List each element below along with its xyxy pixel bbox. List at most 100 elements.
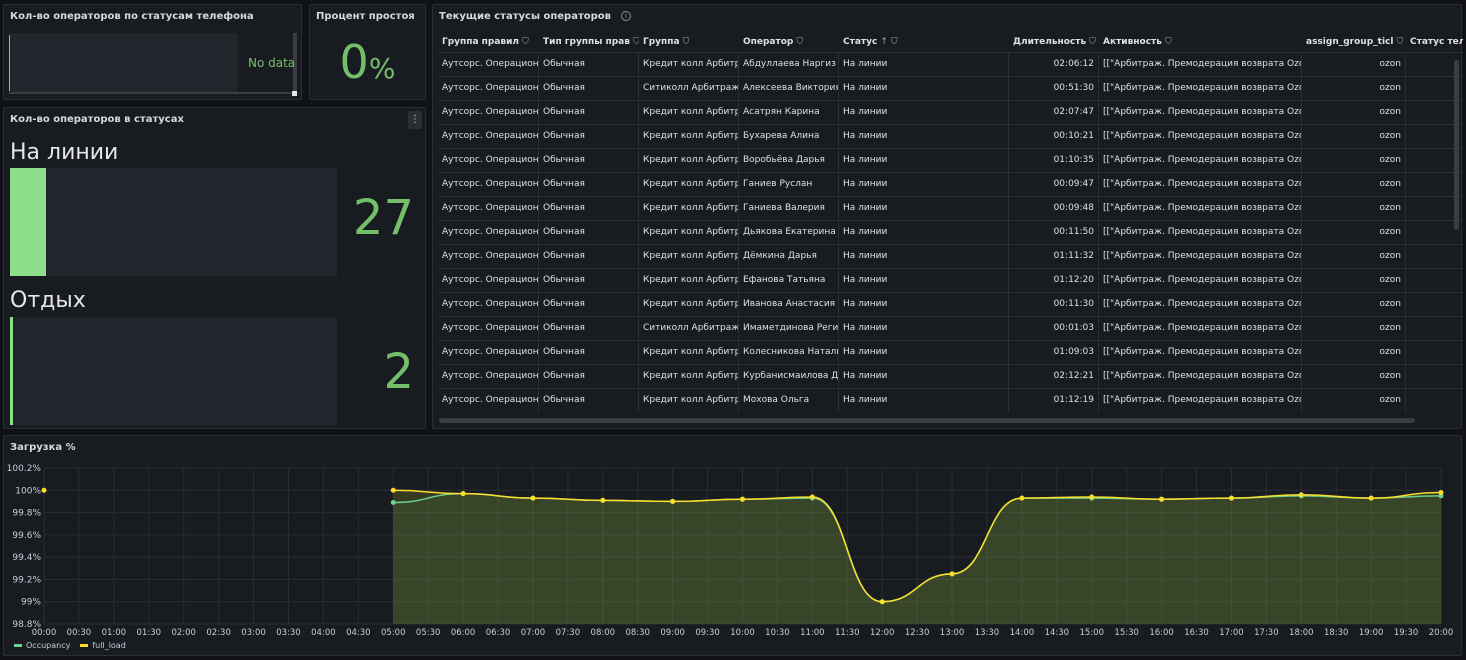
table-cell: 01:12:19 bbox=[1009, 389, 1099, 412]
column-header[interactable]: Оператор ⛉ bbox=[739, 33, 839, 52]
bar-gauge-fill bbox=[10, 168, 46, 276]
table-cell: ozon bbox=[1302, 53, 1406, 76]
filter-icon[interactable]: ⛉ bbox=[522, 37, 529, 47]
full-load-line bbox=[393, 489, 1442, 603]
x-tick-label: 09:30 bbox=[695, 628, 720, 638]
table-row[interactable]: Аутсорс. Операцион Обычная Ситиколл Арбитр… bbox=[438, 316, 1463, 340]
table-cell: На линии bbox=[839, 125, 1009, 148]
table-cell: Аутсорс. Операцион bbox=[438, 365, 539, 388]
bar-gauge-track bbox=[10, 317, 337, 425]
column-header[interactable]: Активность ⛉ bbox=[1099, 33, 1302, 52]
filter-icon[interactable]: ⛉ bbox=[1089, 37, 1096, 47]
filter-icon[interactable]: ⛉ bbox=[682, 37, 690, 47]
bar-gauge-value: 27 bbox=[352, 190, 414, 246]
table-row[interactable]: Аутсорс. Операцион Обычная Кредит колл Арб… bbox=[438, 124, 1463, 148]
table-cell: Дьякова Екатерина bbox=[739, 221, 839, 244]
table-row[interactable]: Аутсорс. Операцион Обычная Кредит колл Арб… bbox=[438, 388, 1463, 412]
horizontal-scrollbar[interactable] bbox=[9, 92, 291, 94]
y-tick-label: 99.6% bbox=[12, 531, 41, 541]
table-cell: Обычная bbox=[539, 221, 639, 244]
data-point bbox=[390, 487, 396, 493]
legend-item[interactable]: Occupancy bbox=[14, 641, 70, 650]
data-point bbox=[949, 571, 955, 577]
column-header-label: Оператор bbox=[743, 37, 794, 47]
column-header-label: Длительность bbox=[1013, 37, 1087, 47]
filter-icon[interactable]: ⛉ bbox=[796, 37, 804, 47]
data-point bbox=[1019, 495, 1025, 501]
info-icon[interactable]: i bbox=[620, 11, 631, 21]
table-cell: ozon bbox=[1302, 317, 1406, 340]
column-header[interactable]: Группа ⛉ bbox=[639, 33, 739, 52]
sort-ascending-icon[interactable]: ↑ bbox=[880, 37, 888, 47]
table-cell: Иванова Анастасия bbox=[739, 293, 839, 316]
column-header[interactable]: Тип группы прав ⛉ bbox=[539, 33, 639, 52]
table-cell: Аутсорс. Операцион bbox=[438, 293, 539, 316]
column-header[interactable]: assign_group_ticl ⛉ bbox=[1302, 33, 1406, 52]
table-cell: Обычная bbox=[539, 341, 639, 364]
x-tick-label: 12:00 bbox=[870, 628, 895, 638]
area-fill bbox=[393, 490, 1441, 624]
table-row[interactable]: Аутсорс. Операцион Обычная Кредит колл Арб… bbox=[438, 268, 1463, 292]
table-cell: На линии bbox=[839, 101, 1009, 124]
table-row[interactable]: Аутсорс. Операцион Обычная Кредит колл Арб… bbox=[438, 364, 1463, 388]
resize-handle[interactable] bbox=[292, 91, 297, 96]
table-row[interactable]: Аутсорс. Операцион Обычная Кредит колл Арб… bbox=[438, 172, 1463, 196]
table-cell: [["Арбитраж. Премодерация возврата Ozon bbox=[1099, 125, 1302, 148]
table-cell: Имаметдинова Регин bbox=[739, 317, 839, 340]
x-tick-label: 07:00 bbox=[521, 628, 546, 638]
table-cell: 00:11:50 bbox=[1009, 221, 1099, 244]
x-tick-label: 04:00 bbox=[311, 628, 336, 638]
data-point bbox=[670, 498, 676, 504]
table-cell: Дёмкина Дарья bbox=[739, 245, 839, 268]
x-tick-label: 08:30 bbox=[625, 628, 650, 638]
table-row[interactable]: Аутсорс. Операцион Обычная Кредит колл Арб… bbox=[438, 148, 1463, 172]
x-tick-label: 09:00 bbox=[660, 628, 685, 638]
x-tick-label: 16:00 bbox=[1149, 628, 1174, 638]
table-cell: Аутсорс. Операцион bbox=[438, 77, 539, 100]
table-cell: Обычная bbox=[539, 173, 639, 196]
column-header[interactable]: Статус ↑ ⛉ bbox=[839, 33, 1009, 52]
data-point bbox=[390, 500, 396, 506]
table-cell: ozon bbox=[1302, 245, 1406, 268]
vertical-scrollbar[interactable] bbox=[1454, 60, 1459, 230]
column-header[interactable]: Группа правил ⛉ bbox=[438, 33, 539, 52]
table-cell: Кредит колл Арбитр bbox=[639, 389, 739, 412]
table-row[interactable]: Аутсорс. Операцион Обычная Кредит колл Арб… bbox=[438, 220, 1463, 244]
table-row[interactable]: Аутсорс. Операцион Обычная Кредит колл Арб… bbox=[438, 100, 1463, 124]
x-tick-label: 02:00 bbox=[171, 628, 196, 638]
table-cell: Колесникова Наталь bbox=[739, 341, 839, 364]
x-tick-label: 17:30 bbox=[1254, 628, 1279, 638]
table-row[interactable]: Аутсорс. Операцион Обычная Кредит колл Арб… bbox=[438, 196, 1463, 220]
filter-icon[interactable]: ⛉ bbox=[1164, 37, 1172, 47]
filter-icon[interactable]: ⛉ bbox=[1396, 37, 1404, 47]
filter-icon[interactable]: ⛉ bbox=[632, 37, 639, 47]
horizontal-scrollbar[interactable] bbox=[439, 418, 1415, 423]
column-header[interactable]: Длительность ⛉ bbox=[1009, 33, 1099, 52]
column-header[interactable]: Статус теле⛉ bbox=[1406, 33, 1463, 52]
table-row[interactable]: Аутсорс. Операцион Обычная Ситиколл Арбитр… bbox=[438, 76, 1463, 100]
table-cell: Ситиколл Арбитраж bbox=[639, 77, 739, 100]
table-row[interactable]: Аутсорс. Операцион Обычная Кредит колл Арб… bbox=[438, 244, 1463, 268]
table-row[interactable]: Аутсорс. Операцион Обычная Кредит колл Арб… bbox=[438, 340, 1463, 364]
vertical-scrollbar[interactable] bbox=[293, 33, 297, 93]
legend-swatch bbox=[80, 644, 89, 647]
panel-title: Загрузка % bbox=[10, 442, 76, 453]
table-cell: [["Арбитраж. Премодерация возврата Ozon bbox=[1099, 245, 1302, 268]
table-cell: [["Арбитраж. Премодерация возврата Ozon bbox=[1099, 149, 1302, 172]
table-row[interactable]: Аутсорс. Операцион Обычная Кредит колл Арб… bbox=[438, 52, 1463, 76]
table-cell: ozon bbox=[1302, 389, 1406, 412]
x-tick-label: 18:00 bbox=[1289, 628, 1314, 638]
table-cell: Аутсорс. Операцион bbox=[438, 389, 539, 412]
table-row[interactable]: Аутсорс. Операцион Обычная Кредит колл Арб… bbox=[438, 292, 1463, 316]
chart-legend: Occupancy full_load bbox=[14, 641, 126, 650]
x-tick-label: 03:30 bbox=[276, 628, 301, 638]
table-cell: Обычная bbox=[539, 197, 639, 220]
stat-value: 0% bbox=[310, 35, 425, 89]
x-tick-label: 20:00 bbox=[1429, 628, 1454, 638]
table-cell: 02:12:21 bbox=[1009, 365, 1099, 388]
legend-item[interactable]: full_load bbox=[80, 641, 126, 650]
table-cell: Обычная bbox=[539, 365, 639, 388]
filter-icon[interactable]: ⛉ bbox=[890, 37, 898, 47]
table-cell: Аутсорс. Операцион bbox=[438, 173, 539, 196]
panel-menu-icon[interactable]: ⋮ bbox=[408, 111, 422, 129]
